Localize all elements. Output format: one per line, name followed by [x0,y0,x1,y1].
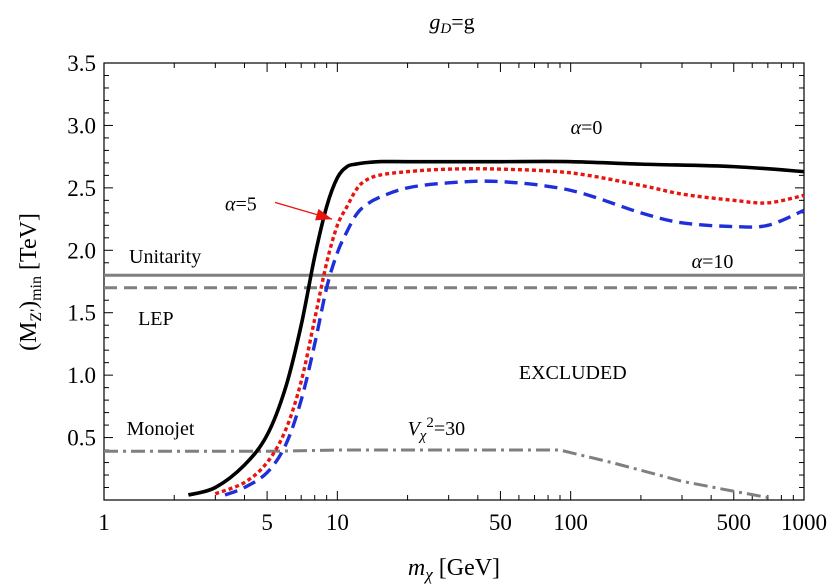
y-tick-label: 1.5 [67,301,96,326]
ylabel-rest: [TeV] [16,213,42,276]
annotation: Unitarity [129,246,201,268]
x-tick-label: 500 [717,510,752,535]
annotation: α=0 [571,117,603,139]
annotation: α=5 [225,193,257,215]
y-tick-label: 2.5 [67,176,96,201]
y-axis-title: (MZ')min [TeV] [16,213,45,351]
plot-frame [103,62,805,501]
series-line [224,179,805,497]
x-tick-label: 1 [98,510,110,535]
ylabel-mid: ) [16,301,42,309]
xlabel-sub: χ [423,565,433,584]
chart-title: gD=g [429,9,474,37]
ticks [103,62,804,501]
x-tick-label: 50 [489,510,512,535]
x-tick-label: 1000 [781,510,827,535]
y-tick-label: 3.0 [67,113,96,138]
xlabel-rest: [GeV] [433,555,500,581]
tick-labels: 1 5 10 50 100 500 1000 0.5 1.0 1.5 2.0 2.5 3.0 3.5 [67,51,827,535]
annotation: Monojet [127,418,195,440]
annotations: α=0 α=5 α=10 Unitarity LEP EXCLUDED Monojet Vχ2… [127,117,734,444]
title-rest: =g [451,9,474,34]
title-sub: D [439,21,451,37]
series-line [187,159,805,497]
series-lines [187,159,805,497]
bound-lines [104,273,804,499]
x-tick-label: 10 [326,510,349,535]
x-tick-label: 100 [553,510,588,535]
x-axis-title: mχ [GeV] [408,555,500,584]
y-tick-label: 2.0 [67,238,96,263]
title-main: g [429,9,440,34]
annotation: LEP [138,308,174,330]
ylabel-sub2: min [28,276,45,301]
y-tick-label: 3.5 [67,51,96,76]
ylabel-pre: (M [16,322,42,351]
annotation: α=10 [692,251,734,273]
annotation-arrowhead [315,208,333,221]
ylabel-sub1: Z' [28,309,45,322]
bound-monojet [104,448,769,499]
y-tick-label: 0.5 [67,426,96,451]
xlabel-main: m [408,555,425,581]
annotation: Vχ2=30 [408,415,466,444]
x-tick-label: 5 [261,510,273,535]
y-tick-label: 1.0 [67,363,96,388]
series-line [214,167,805,496]
annotation: EXCLUDED [519,362,627,384]
